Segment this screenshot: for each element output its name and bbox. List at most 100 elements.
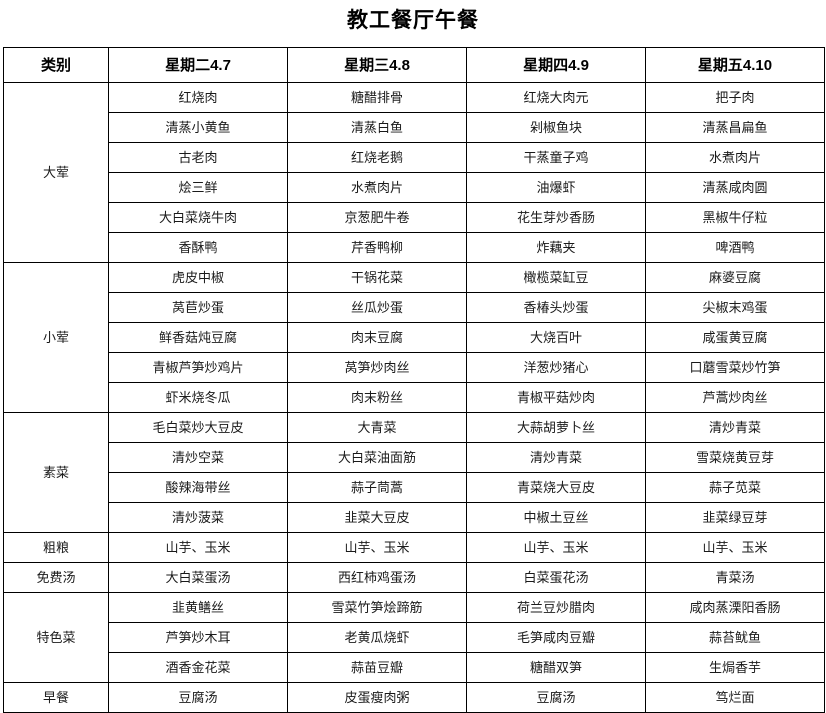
dish-cell: 烩三鲜 bbox=[108, 172, 288, 203]
dish-cell: 清炒菠菜 bbox=[108, 502, 288, 533]
dish-cell: 清炒青菜 bbox=[645, 412, 825, 443]
column-header-friday: 星期五4.10 bbox=[645, 47, 825, 83]
dish-cell: 京葱肥牛卷 bbox=[287, 202, 467, 233]
dish-cell: 水煮肉片 bbox=[645, 142, 825, 173]
dish-cell: 大蒜胡萝卜丝 bbox=[466, 412, 646, 443]
table-row: 芦笋炒木耳 老黄瓜烧虾 毛笋咸肉豆瓣 蒜苔鱿鱼 bbox=[4, 622, 825, 653]
dish-cell: 蒜子苋菜 bbox=[645, 472, 825, 503]
category-cell: 大荤 bbox=[3, 82, 109, 263]
dish-cell: 青菜汤 bbox=[645, 562, 825, 593]
dish-cell: 雪菜竹笋烩蹄筋 bbox=[287, 592, 467, 623]
dish-cell: 山芋、玉米 bbox=[466, 532, 646, 563]
table-row: 粗粮 山芋、玉米 山芋、玉米 山芋、玉米 山芋、玉米 bbox=[3, 532, 825, 563]
dish-cell: 红烧大肉元 bbox=[466, 82, 646, 113]
category-cell: 粗粮 bbox=[3, 532, 109, 563]
dish-cell: 韭菜绿豆芽 bbox=[645, 502, 825, 533]
dish-cell: 鲜香菇炖豆腐 bbox=[108, 322, 288, 353]
table-row: 大白菜烧牛肉 京葱肥牛卷 花生芽炒香肠 黑椒牛仔粒 bbox=[4, 202, 825, 233]
table-header: 类别 星期二4.7 星期三4.8 星期四4.9 星期五4.10 bbox=[3, 47, 825, 83]
dish-cell: 雪菜烧黄豆芽 bbox=[645, 442, 825, 473]
table-row: 特色菜 韭黄鳝丝 雪菜竹笋烩蹄筋 荷兰豆炒腊肉 咸肉蒸溧阳香肠 bbox=[3, 592, 825, 683]
dish-cell: 酸辣海带丝 bbox=[108, 472, 288, 503]
dish-cell: 中椒土豆丝 bbox=[466, 502, 646, 533]
dish-cell: 毛笋咸肉豆瓣 bbox=[466, 622, 646, 653]
dish-cell: 咸蛋黄豆腐 bbox=[645, 322, 825, 353]
table-row: 酒香金花菜 蒜苗豆瓣 糖醋双笋 生焗香芋 bbox=[4, 652, 825, 683]
dish-cell: 芦笋炒木耳 bbox=[108, 622, 288, 653]
dish-cell: 清蒸小黄鱼 bbox=[108, 112, 288, 143]
table-row: 早餐 豆腐汤 皮蛋瘦肉粥 豆腐汤 笃烂面 bbox=[3, 682, 825, 713]
dish-cell: 虾米烧冬瓜 bbox=[108, 382, 288, 413]
dish-cell: 芹香鸭柳 bbox=[287, 232, 467, 263]
dish-cell: 莴笋炒肉丝 bbox=[287, 352, 467, 383]
lunch-menu-table: 类别 星期二4.7 星期三4.8 星期四4.9 星期五4.10 大荤 红烧肉 糖醋排… bbox=[3, 47, 825, 713]
table-row: 清蒸小黄鱼 清蒸白鱼 剁椒鱼块 清蒸昌扁鱼 bbox=[4, 112, 825, 143]
dish-cell: 香椿头炒蛋 bbox=[466, 292, 646, 323]
dish-cell: 清蒸昌扁鱼 bbox=[645, 112, 825, 143]
dish-cell: 黑椒牛仔粒 bbox=[645, 202, 825, 233]
table-row: 清炒菠菜 韭菜大豆皮 中椒土豆丝 韭菜绿豆芽 bbox=[4, 502, 825, 533]
dish-cell: 大烧百叶 bbox=[466, 322, 646, 353]
table-row: 大荤 红烧肉 糖醋排骨 红烧大肉元 把子肉 bbox=[3, 82, 825, 263]
dish-cell: 大青菜 bbox=[287, 412, 467, 443]
column-header-wednesday: 星期三4.8 bbox=[287, 47, 467, 83]
dish-cell: 红烧肉 bbox=[108, 82, 288, 113]
menu-document-page: 教工餐厅午餐 类别 星期二4.7 星期三4.8 星期四4.9 星期五4.10 大… bbox=[3, 9, 825, 713]
dish-cell: 水煮肉片 bbox=[287, 172, 467, 203]
dish-cell: 青椒平菇炒肉 bbox=[466, 382, 646, 413]
dish-cell: 把子肉 bbox=[645, 82, 825, 113]
dish-cell: 韭菜大豆皮 bbox=[287, 502, 467, 533]
dish-cell: 干锅花菜 bbox=[287, 262, 467, 293]
table-row: 酸辣海带丝 蒜子茼蒿 青菜烧大豆皮 蒜子苋菜 bbox=[4, 472, 825, 503]
table-row: 清炒空菜 大白菜油面筋 清炒青菜 雪菜烧黄豆芽 bbox=[4, 442, 825, 473]
column-header-thursday: 星期四4.9 bbox=[466, 47, 646, 83]
table-row: 免费汤 大白菜蛋汤 西红柿鸡蛋汤 白菜蛋花汤 青菜汤 bbox=[3, 562, 825, 593]
dish-cell: 糖醋排骨 bbox=[287, 82, 467, 113]
table-row: 烩三鲜 水煮肉片 油爆虾 清蒸咸肉圆 bbox=[4, 172, 825, 203]
dish-cell: 青菜烧大豆皮 bbox=[466, 472, 646, 503]
dish-cell: 青椒芦笋炒鸡片 bbox=[108, 352, 288, 383]
dish-cell: 豆腐汤 bbox=[466, 682, 646, 713]
dish-cell: 酒香金花菜 bbox=[108, 652, 288, 683]
dish-cell: 大白菜烧牛肉 bbox=[108, 202, 288, 233]
table-row: 虾米烧冬瓜 肉末粉丝 青椒平菇炒肉 芦蒿炒肉丝 bbox=[4, 382, 825, 413]
dish-cell: 芦蒿炒肉丝 bbox=[645, 382, 825, 413]
category-cell: 早餐 bbox=[3, 682, 109, 713]
dish-cell: 荷兰豆炒腊肉 bbox=[466, 592, 646, 623]
dish-cell: 山芋、玉米 bbox=[645, 532, 825, 563]
dish-cell: 西红柿鸡蛋汤 bbox=[287, 562, 467, 593]
table-row: 素菜 毛白菜炒大豆皮 大青菜 大蒜胡萝卜丝 清炒青菜 bbox=[3, 412, 825, 533]
category-cell: 小荤 bbox=[3, 262, 109, 413]
dish-cell: 清炒空菜 bbox=[108, 442, 288, 473]
dish-cell: 糖醋双笋 bbox=[466, 652, 646, 683]
dish-cell: 清炒青菜 bbox=[466, 442, 646, 473]
table-row: 香酥鸭 芹香鸭柳 炸藕夹 啤酒鸭 bbox=[4, 232, 825, 263]
dish-cell: 白菜蛋花汤 bbox=[466, 562, 646, 593]
column-header-tuesday: 星期二4.7 bbox=[108, 47, 288, 83]
dish-cell: 豆腐汤 bbox=[108, 682, 288, 713]
dish-cell: 炸藕夹 bbox=[466, 232, 646, 263]
table-row: 青椒芦笋炒鸡片 莴笋炒肉丝 洋葱炒猪心 口蘑雪菜炒竹笋 bbox=[4, 352, 825, 383]
dish-cell: 尖椒末鸡蛋 bbox=[645, 292, 825, 323]
dish-cell: 毛白菜炒大豆皮 bbox=[108, 412, 288, 443]
category-cell: 素菜 bbox=[3, 412, 109, 533]
dish-cell: 生焗香芋 bbox=[645, 652, 825, 683]
dish-cell: 口蘑雪菜炒竹笋 bbox=[645, 352, 825, 383]
dish-cell: 皮蛋瘦肉粥 bbox=[287, 682, 467, 713]
dish-cell: 莴苣炒蛋 bbox=[108, 292, 288, 323]
dish-cell: 蒜子茼蒿 bbox=[287, 472, 467, 503]
dish-cell: 油爆虾 bbox=[466, 172, 646, 203]
dish-cell: 虎皮中椒 bbox=[108, 262, 288, 293]
table-header-row: 类别 星期二4.7 星期三4.8 星期四4.9 星期五4.10 bbox=[3, 47, 825, 83]
dish-cell: 洋葱炒猪心 bbox=[466, 352, 646, 383]
dish-cell: 干蒸童子鸡 bbox=[466, 142, 646, 173]
dish-cell: 山芋、玉米 bbox=[287, 532, 467, 563]
table-row: 莴苣炒蛋 丝瓜炒蛋 香椿头炒蛋 尖椒末鸡蛋 bbox=[4, 292, 825, 323]
dish-cell: 麻婆豆腐 bbox=[645, 262, 825, 293]
dish-cell: 大白菜油面筋 bbox=[287, 442, 467, 473]
dish-cell: 清蒸白鱼 bbox=[287, 112, 467, 143]
page-title: 教工餐厅午餐 bbox=[347, 9, 479, 32]
dish-cell: 肉末豆腐 bbox=[287, 322, 467, 353]
dish-cell: 花生芽炒香肠 bbox=[466, 202, 646, 233]
dish-cell: 香酥鸭 bbox=[108, 232, 288, 263]
